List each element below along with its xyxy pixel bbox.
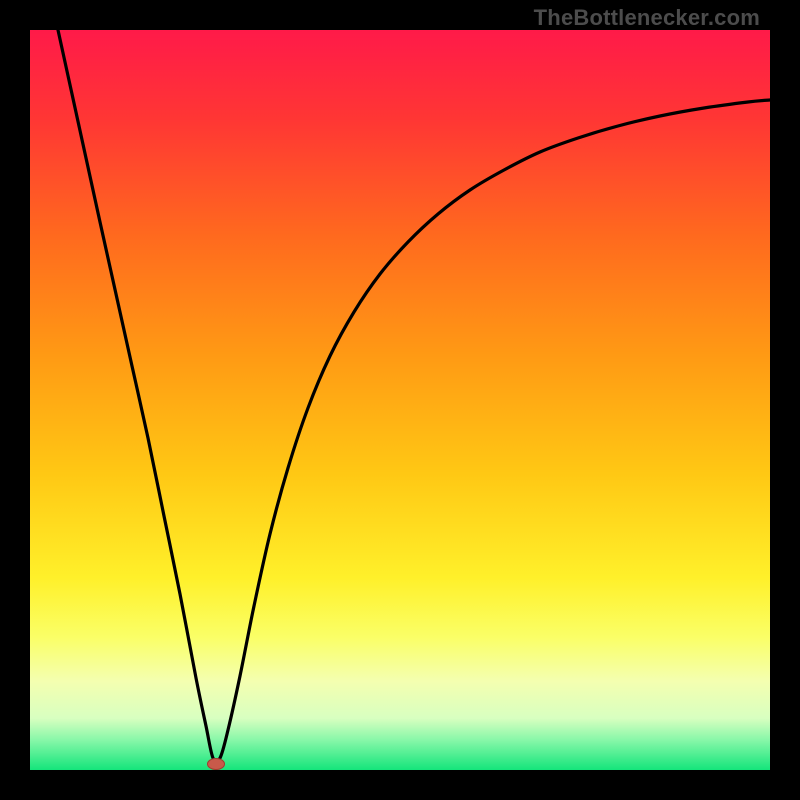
chart-container: TheBottlenecker.com xyxy=(0,0,800,800)
curve-svg xyxy=(30,30,770,770)
watermark-text: TheBottlenecker.com xyxy=(534,5,760,31)
bottleneck-marker xyxy=(207,758,225,770)
plot-area xyxy=(30,30,770,770)
bottleneck-curve xyxy=(58,30,770,762)
